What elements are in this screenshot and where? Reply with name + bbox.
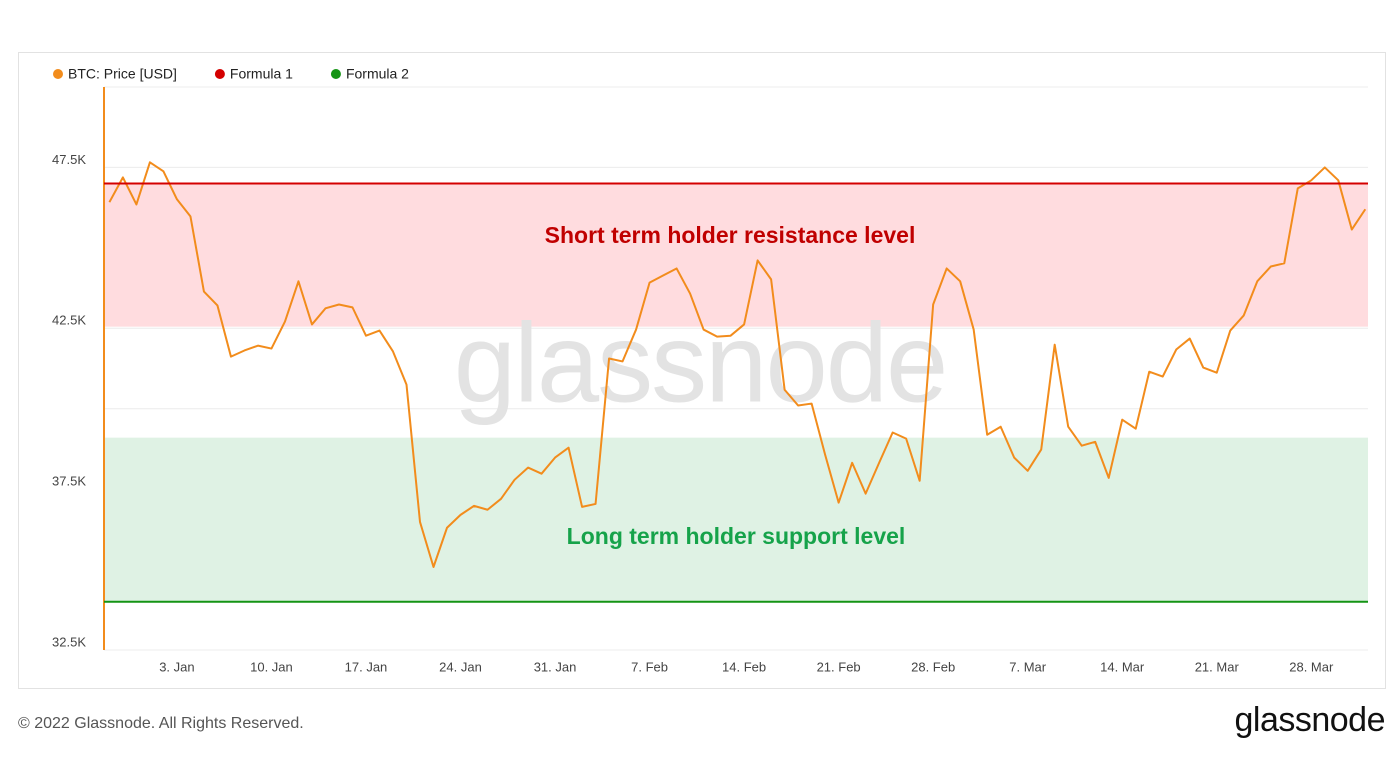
foreground-layer: 32.5K 37.5K 42.5K 47.5K 3. Jan 10. Jan 17. Jan…: [52, 66, 1368, 674]
legend-label: BTC: Price [USD]: [68, 66, 177, 82]
legend-marker: [330, 69, 341, 79]
x-tick-label: 28. Feb: [911, 659, 955, 674]
x-tick-label: 17. Jan: [345, 659, 388, 674]
legend-marker: [214, 69, 225, 79]
x-tick-label: 21. Mar: [1195, 659, 1240, 674]
x-tick-label: 10. Jan: [250, 659, 293, 674]
legend-label: Formula 1: [230, 66, 293, 82]
y-tick-label: 47.5K: [52, 152, 86, 167]
x-tick-label: 21. Feb: [817, 659, 861, 674]
level-band: [104, 183, 1368, 327]
level-band: [104, 437, 1368, 602]
legend-marker: [53, 69, 63, 79]
x-tick-label: 14. Mar: [1100, 659, 1145, 674]
price-line: [108, 161, 1367, 568]
x-tick-label: 28. Mar: [1289, 659, 1334, 674]
y-tick-label: 42.5K: [52, 313, 86, 328]
legend-label: Formula 2: [346, 66, 409, 82]
x-tick-label: 7. Feb: [631, 659, 668, 674]
band-label: Short term holder resistance level: [545, 222, 916, 248]
y-tick-label: 32.5K: [52, 634, 86, 649]
x-tick-label: 7. Mar: [1009, 659, 1047, 674]
background-layer: [104, 86, 1368, 651]
y-tick-label: 37.5K: [52, 474, 86, 489]
x-tick-label: 14. Feb: [722, 659, 766, 674]
x-tick-label: 3. Jan: [159, 659, 194, 674]
copyright: © 2022 Glassnode. All Rights Reserved.: [18, 715, 304, 732]
logo: glassnode: [1234, 701, 1385, 739]
x-tick-label: 24. Jan: [439, 659, 482, 674]
x-tick-label: 31. Jan: [534, 659, 577, 674]
band-label: Long term holder support level: [567, 523, 906, 549]
